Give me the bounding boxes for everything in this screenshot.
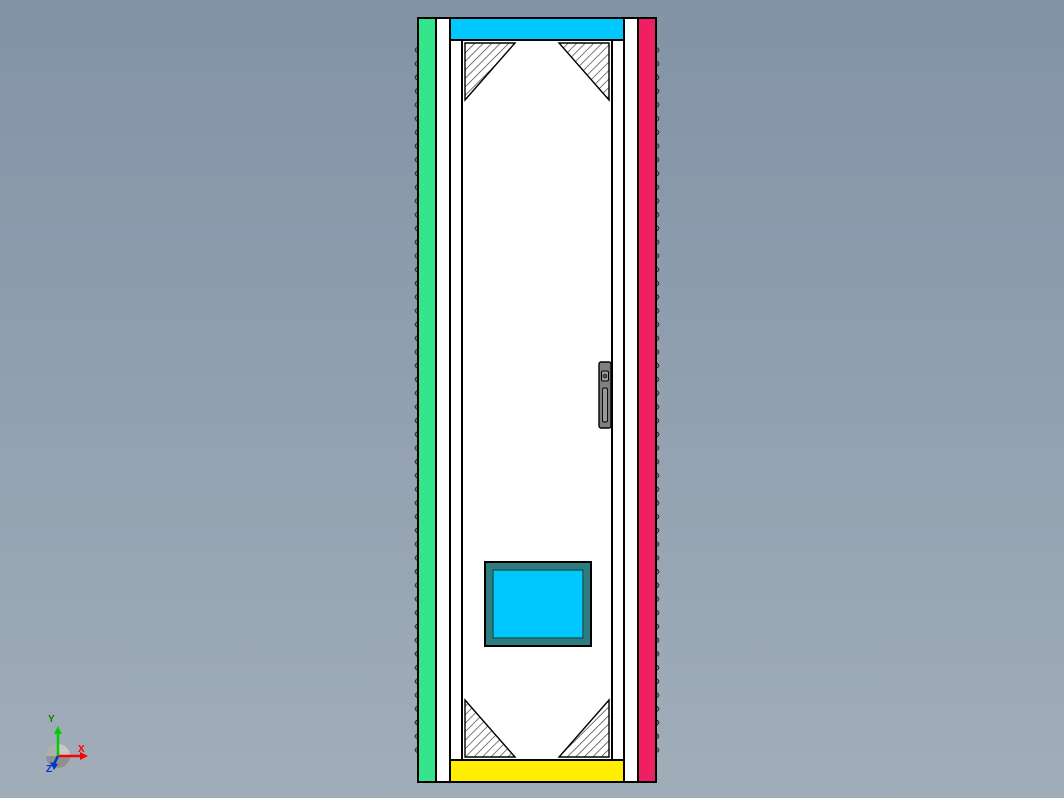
- handle-lock-cyl: [603, 374, 607, 378]
- display-panel: [485, 562, 591, 646]
- y-arrow: [54, 726, 62, 734]
- y-label: Y: [48, 714, 55, 725]
- cabinet-assembly: [415, 18, 659, 782]
- triad-origin-q2: [58, 744, 70, 756]
- x-label: X: [78, 744, 85, 755]
- right-inner-stile: [612, 40, 624, 760]
- left-side-panel: [436, 18, 450, 782]
- triad-origin-q1: [46, 744, 58, 756]
- top-frame-center: [450, 18, 624, 40]
- right-frame: [638, 18, 656, 782]
- door-handle: [599, 362, 611, 428]
- bottom-frame-center: [450, 760, 624, 782]
- cad-viewport[interactable]: X Y Z: [0, 0, 1064, 798]
- left-inner-stile: [450, 40, 462, 760]
- handle-grip: [603, 388, 608, 422]
- door-panel: [462, 40, 612, 760]
- left-frame: [418, 18, 436, 782]
- model-canvas: [0, 0, 1064, 798]
- display-screen: [493, 570, 583, 638]
- orientation-triad[interactable]: X Y Z: [28, 716, 88, 776]
- right-side-panel: [624, 18, 638, 782]
- z-label: Z: [46, 764, 52, 775]
